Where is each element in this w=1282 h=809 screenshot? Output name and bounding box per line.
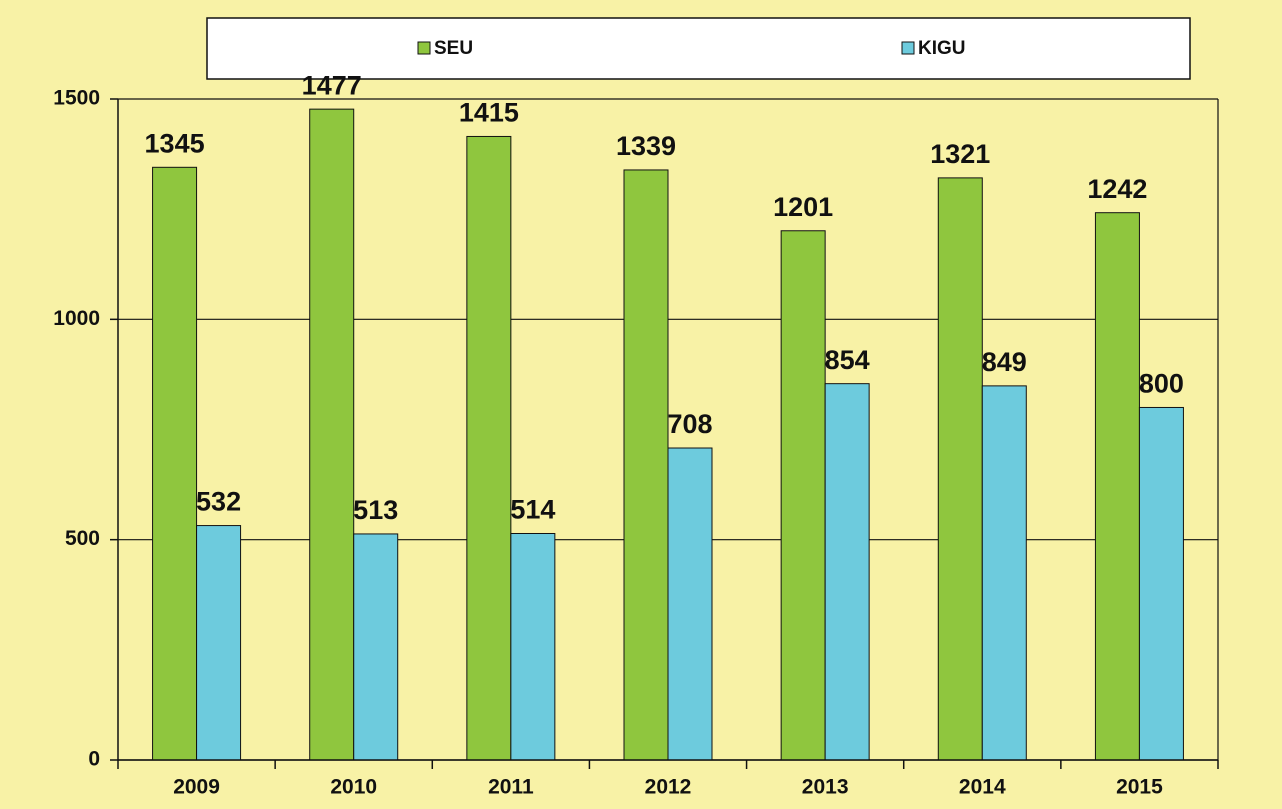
data-label: 1415 [459, 98, 519, 128]
data-label: 854 [825, 345, 870, 375]
x-tick-label: 2014 [959, 776, 1006, 799]
bar [309, 108, 355, 761]
bar [466, 135, 512, 761]
legend-box [206, 17, 1191, 80]
data-label: 1321 [930, 139, 990, 169]
bar [937, 177, 983, 761]
x-tick-label: 2015 [1116, 776, 1163, 799]
x-tick-label: 2010 [330, 776, 377, 799]
data-label: 532 [196, 487, 241, 517]
bar [981, 385, 1027, 761]
x-tick-label: 2009 [173, 776, 220, 799]
bar [152, 166, 198, 761]
bar [623, 169, 669, 761]
x-tick-label: 2011 [488, 776, 534, 799]
bar [667, 447, 713, 761]
data-label: 1345 [145, 128, 205, 158]
legend-swatch [417, 41, 431, 55]
data-label: 1242 [1087, 174, 1147, 204]
x-tick-label: 2013 [802, 776, 849, 799]
y-tick-label: 0 [88, 748, 100, 771]
data-label: 849 [982, 347, 1027, 377]
data-label: 514 [510, 495, 555, 525]
legend-label: SEU [434, 38, 473, 59]
bar [780, 230, 826, 761]
y-tick-label: 1500 [53, 87, 100, 110]
y-tick-label: 500 [65, 527, 100, 550]
bar [1094, 212, 1140, 761]
bar [1138, 406, 1184, 761]
legend-swatch [901, 41, 915, 55]
data-label: 1339 [616, 131, 676, 161]
bar [510, 532, 556, 761]
bar [196, 525, 242, 761]
y-tick-label: 1000 [53, 307, 100, 330]
bar [824, 383, 870, 761]
data-label: 708 [667, 409, 712, 439]
legend-label: KIGU [918, 38, 966, 59]
data-label: 1477 [302, 70, 362, 100]
data-label: 800 [1139, 369, 1184, 399]
bar [353, 533, 399, 761]
data-label: 1201 [773, 192, 833, 222]
data-label: 513 [353, 495, 398, 525]
x-tick-label: 2012 [645, 776, 692, 799]
